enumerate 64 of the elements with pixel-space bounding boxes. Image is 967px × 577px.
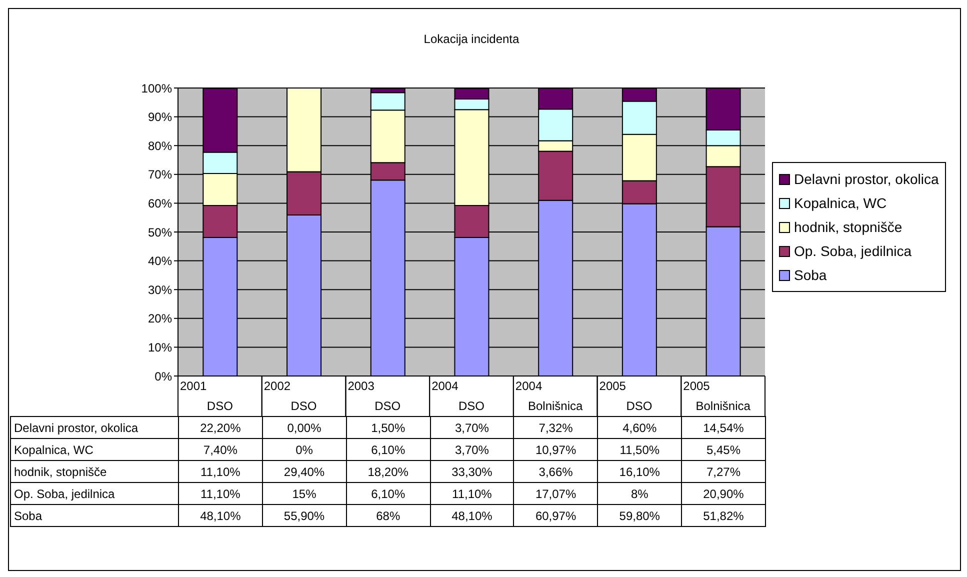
data-label: 60,97% [514,504,598,526]
y-tick-label: 100% [141,81,172,96]
text: hodnik, stopnišče [14,464,107,478]
x-tick-label: 2004 Bolnišnica [515,379,584,413]
data-label: 7,27% [682,460,766,482]
data-label: 18,20% [346,460,430,482]
data-label: 3,66% [514,460,598,482]
legend-label: Delavni prostor, okolica [794,171,939,187]
y-tick-label: 70% [148,168,172,182]
data-label: 6,10% [346,482,430,504]
y-tick-label: 90% [148,110,172,124]
data-label: 5,45% [682,438,766,460]
data-label: 7,40% [178,438,262,460]
y-tick-label: 30% [148,282,172,297]
legend-label: hodnik, stopnišče [794,219,902,235]
data-label: 1,50% [346,416,430,438]
data-label: 48,10% [430,504,514,526]
data-label: 11,50% [598,438,682,460]
data-label: 59,80% [598,504,682,526]
data-label: 11,10% [178,482,262,504]
y-tick-label: 50% [148,225,172,240]
x-tick-label: 2001 DSO [180,379,233,413]
data-label: 11,10% [430,482,514,504]
text: Kopalnica, WC [14,442,94,456]
data-label: 15% [262,482,346,504]
data-label: 0,00% [262,416,346,438]
data-label: 3,70% [430,438,514,460]
data-label: 51,82% [682,504,766,526]
y-tick-label: 40% [148,254,172,268]
data-label: 48,10% [178,504,262,526]
x-tick-label: 2003 DSO [348,379,401,413]
data-label: 6,10% [346,438,430,460]
text: Op. Soba, jedilnica [14,486,115,500]
data-label: 8% [598,482,682,504]
data-label: 0% [262,438,346,460]
data-label: 33,30% [430,460,514,482]
y-tick-label: 80% [148,138,172,153]
x-tick-label: 2002 DSO [264,379,317,413]
data-label: 20,90% [682,482,766,504]
data-label: 4,60% [598,416,682,438]
data-label: 29,40% [262,460,346,482]
x-tick-label: 2005 Bolnišnica [683,379,751,413]
legend-label: Op. Soba, jedilnica [794,243,912,259]
x-tick-label: 2004 DSO [432,379,485,413]
data-label: 55,90% [262,504,346,526]
y-tick-label: 10% [148,340,172,354]
data-label: 7,32% [514,416,598,438]
y-tick-label: 60% [148,196,172,210]
text: Soba [14,508,42,522]
chart-title: Lokacija incidenta [422,32,520,46]
data-label: 22,20% [178,416,262,438]
text: Delavni prostor, okolica [14,420,138,434]
x-tick-label: 2005 DSO [599,379,652,413]
y-tick-label: 20% [148,312,172,326]
legend-label: Soba [794,267,827,283]
data-label: 68% [346,504,430,526]
data-label: 17,07% [514,482,598,504]
data-label: 16,10% [598,460,682,482]
data-label: 14,54% [682,416,766,438]
y-tick-label: 0% [154,369,172,384]
data-label: 10,97% [514,438,598,460]
data-label: 3,70% [430,416,514,438]
legend-label: Kopalnica, WC [794,195,887,211]
data-label: 11,10% [178,460,262,482]
